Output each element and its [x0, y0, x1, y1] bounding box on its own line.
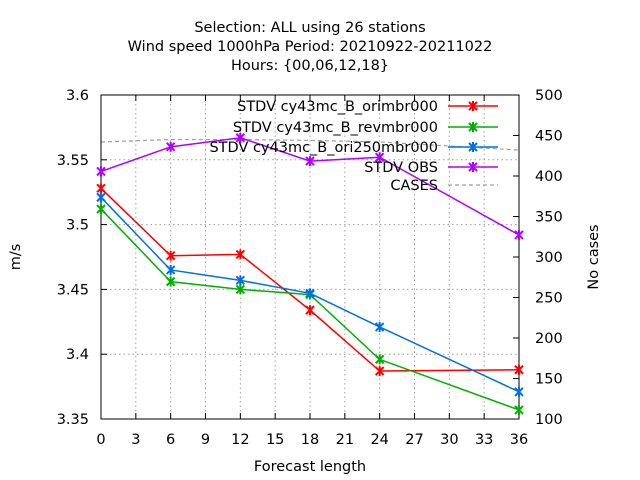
data-point [374, 366, 385, 377]
data-point [514, 404, 524, 415]
y2-tick-label: 450 [535, 129, 563, 145]
data-point [96, 166, 106, 177]
series-line [100, 196, 520, 393]
y-tick-label: 3.35 [57, 412, 89, 428]
x-tick-label: 12 [231, 432, 249, 448]
data-point [96, 204, 106, 215]
x-tick-label: 21 [336, 432, 354, 448]
y2-tick-label: 300 [535, 250, 563, 266]
x-tick-label: 24 [370, 432, 388, 448]
y2-tick-label: 150 [535, 372, 563, 388]
data-point [514, 229, 524, 240]
x-axis-label: Forecast length [254, 459, 366, 475]
y-tick-label: 3.5 [66, 218, 89, 234]
x-tick-label: 30 [440, 432, 458, 448]
data-point [468, 122, 478, 132]
legend-label: STDV OBS [364, 160, 438, 176]
x-tick-label: 18 [301, 432, 319, 448]
y-tick-label: 3.4 [66, 347, 89, 363]
series-line [100, 137, 520, 236]
y2-tick-label: 200 [535, 331, 563, 347]
y2-tick-label: 250 [535, 291, 563, 307]
legend-item: STDV cy43mc_B_orimbr000 [237, 99, 498, 115]
data-point [468, 162, 478, 172]
y-tick-label: 3.6 [66, 88, 89, 104]
cases-series [100, 138, 520, 151]
legend-label: CASES [390, 178, 438, 194]
data-point [235, 249, 246, 260]
data-point [165, 276, 176, 287]
axis-ticks: 0 3 6 9 12 15 18 21 24 27 30 33 363.353.43.453.53.55… [57, 88, 563, 448]
series-3 [96, 132, 524, 240]
y2-tick-label: 400 [535, 169, 563, 185]
series-line [100, 187, 520, 372]
data-series [96, 132, 524, 415]
legend-label: STDV cy43mc_B_revmbr000 [233, 120, 438, 136]
data-point [468, 101, 478, 111]
x-tick-label: 0 [96, 432, 105, 448]
legend-item: STDV OBS [364, 160, 498, 176]
data-point [305, 288, 315, 299]
data-point [514, 386, 524, 397]
data-point [305, 156, 315, 167]
x-tick-label: 6 [166, 432, 175, 448]
series-1 [96, 204, 524, 415]
chart-title-line-2: Wind speed 1000hPa Period: 20210922-2021… [128, 39, 493, 55]
x-tick-label: 36 [510, 432, 528, 448]
data-point [374, 152, 385, 163]
legend-item: STDV cy43mc_B_revmbr000 [233, 120, 498, 136]
chart-title-line-3: Hours: {00,06,12,18} [231, 58, 389, 74]
legend-item: CASES [390, 178, 498, 194]
legend: STDV cy43mc_B_orimbr000 STDV cy43mc_B_rev… [209, 99, 498, 194]
data-point [374, 321, 385, 332]
data-point [374, 354, 385, 365]
x-tick-label: 33 [475, 432, 493, 448]
y2-axis-label: No cases [586, 224, 602, 289]
chart-title: Selection: ALL using 26 stations Wind sp… [128, 20, 493, 74]
series-2 [96, 192, 524, 397]
y2-tick-label: 100 [535, 412, 563, 428]
data-point [96, 192, 106, 203]
data-point [468, 142, 478, 152]
x-tick-label: 15 [266, 432, 284, 448]
legend-item: STDV cy43mc_B_ori250mbr000 [209, 140, 498, 156]
data-point [235, 275, 246, 286]
series-line [100, 208, 520, 411]
y-axis-label: m/s [8, 244, 24, 271]
series-line-cases [100, 138, 520, 151]
chart-title-line-1: Selection: ALL using 26 stations [194, 20, 425, 36]
x-tick-label: 3 [131, 432, 140, 448]
data-point [235, 132, 246, 143]
data-point [165, 250, 176, 261]
data-point [514, 364, 524, 375]
data-point [305, 305, 315, 316]
y2-tick-label: 500 [535, 88, 563, 104]
series-0 [96, 183, 524, 377]
data-point [165, 264, 176, 275]
y-tick-label: 3.55 [57, 153, 89, 169]
data-point [165, 141, 176, 152]
y2-tick-label: 350 [535, 210, 563, 226]
x-tick-label: 27 [405, 432, 423, 448]
legend-label: STDV cy43mc_B_orimbr000 [237, 99, 438, 115]
y-tick-label: 3.45 [57, 282, 89, 298]
legend-label: STDV cy43mc_B_ori250mbr000 [209, 140, 438, 156]
x-tick-label: 9 [201, 432, 210, 448]
data-point [96, 183, 106, 194]
data-point [235, 284, 246, 295]
